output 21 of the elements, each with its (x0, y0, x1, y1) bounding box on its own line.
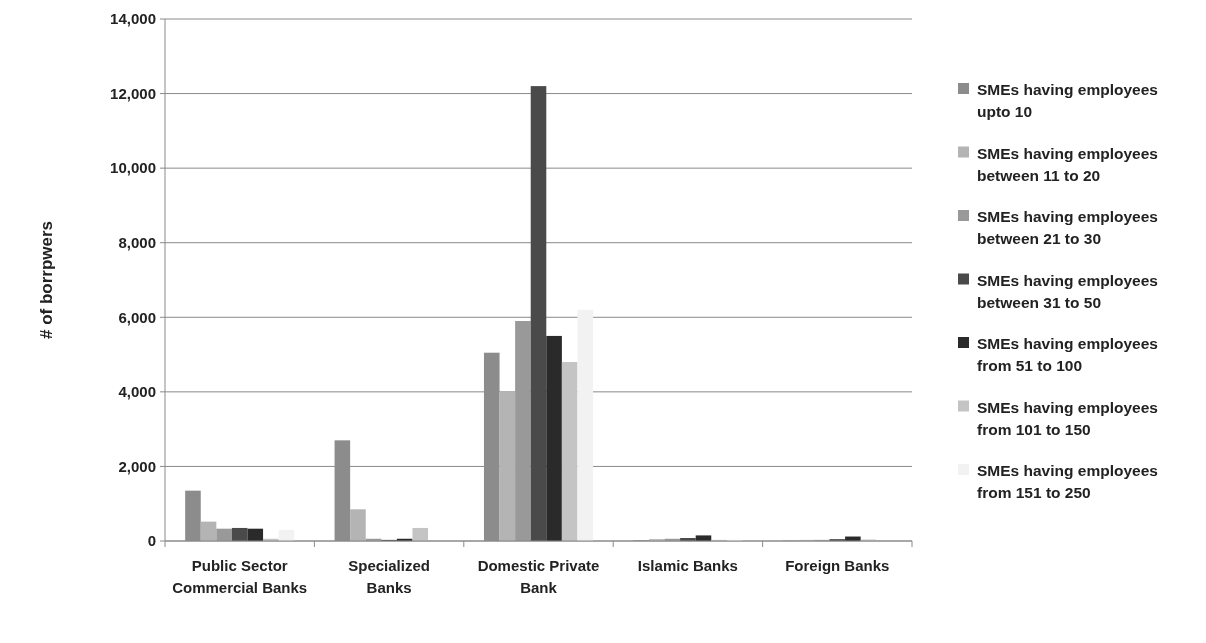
x-tick-label: Specialized Banks (348, 557, 430, 596)
y-tick-label: 12,000 (110, 84, 156, 102)
y-tick-label: 14,000 (110, 10, 156, 28)
x-tick-label: Foreign Banks (785, 557, 890, 574)
legend-label: SMEs having employees between 21 to 30 (977, 208, 1158, 247)
legend-label: SMEs having employees from 151 to 250 (977, 462, 1158, 501)
legend-label: SMEs having employees from 51 to 100 (977, 335, 1158, 374)
y-tick-label: 10,000 (110, 159, 156, 177)
y-axis-title: # of borrpwers (37, 220, 56, 340)
legend-label: SMEs having employees between 31 to 50 (977, 271, 1158, 311)
legend-label: SMEs having employees between 11 to 20 (977, 144, 1158, 184)
legend-label: SMEs having employees upto 10 (977, 81, 1158, 120)
x-tick-label: Domestic Private Bank (477, 557, 600, 596)
y-tick-label: 8,000 (118, 233, 156, 251)
y-tick-label: 2,000 (118, 457, 156, 475)
x-tick-label: Public Sector Commercial Banks (172, 557, 308, 596)
x-tick-label: Islamic Banks (637, 557, 738, 574)
legend-label: SMEs having employees from 101 to 150 (977, 398, 1158, 438)
y-tick-label: 6,000 (118, 308, 156, 326)
y-tick-label: 4,000 (118, 383, 156, 401)
y-tick-label: 0 (147, 532, 156, 550)
